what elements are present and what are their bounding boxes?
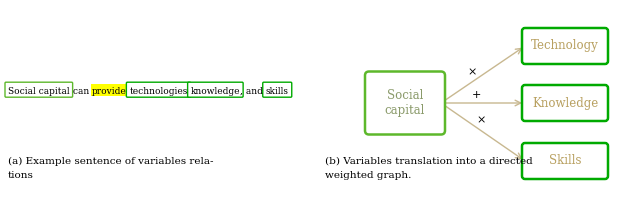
Text: (a) Example sentence of variables rela-: (a) Example sentence of variables rela-: [8, 156, 214, 166]
Text: and: and: [243, 87, 266, 96]
FancyBboxPatch shape: [263, 82, 292, 97]
FancyBboxPatch shape: [126, 82, 191, 97]
Text: technologies: technologies: [129, 87, 188, 96]
FancyBboxPatch shape: [522, 143, 608, 179]
Text: skills: skills: [266, 87, 289, 96]
Text: Social
capital: Social capital: [385, 89, 425, 117]
Text: ×: ×: [476, 116, 486, 126]
Text: knowledge: knowledge: [191, 87, 240, 96]
FancyBboxPatch shape: [5, 82, 72, 97]
FancyBboxPatch shape: [522, 85, 608, 121]
Text: ×: ×: [467, 68, 476, 77]
Text: +: +: [472, 90, 481, 100]
FancyBboxPatch shape: [188, 82, 243, 97]
Text: Social capital: Social capital: [8, 87, 70, 96]
FancyBboxPatch shape: [365, 72, 445, 134]
Text: Skills: Skills: [548, 154, 581, 168]
Text: provide: provide: [92, 87, 127, 96]
Text: weighted graph.: weighted graph.: [325, 172, 412, 180]
Text: can: can: [70, 87, 92, 96]
Text: Technology: Technology: [531, 39, 599, 53]
Text: (b) Variables translation into a directed: (b) Variables translation into a directe…: [325, 157, 532, 165]
Text: Knowledge: Knowledge: [532, 96, 598, 110]
FancyBboxPatch shape: [522, 28, 608, 64]
FancyBboxPatch shape: [91, 84, 127, 96]
Text: tions: tions: [8, 172, 34, 180]
Text: ,: ,: [240, 87, 243, 96]
